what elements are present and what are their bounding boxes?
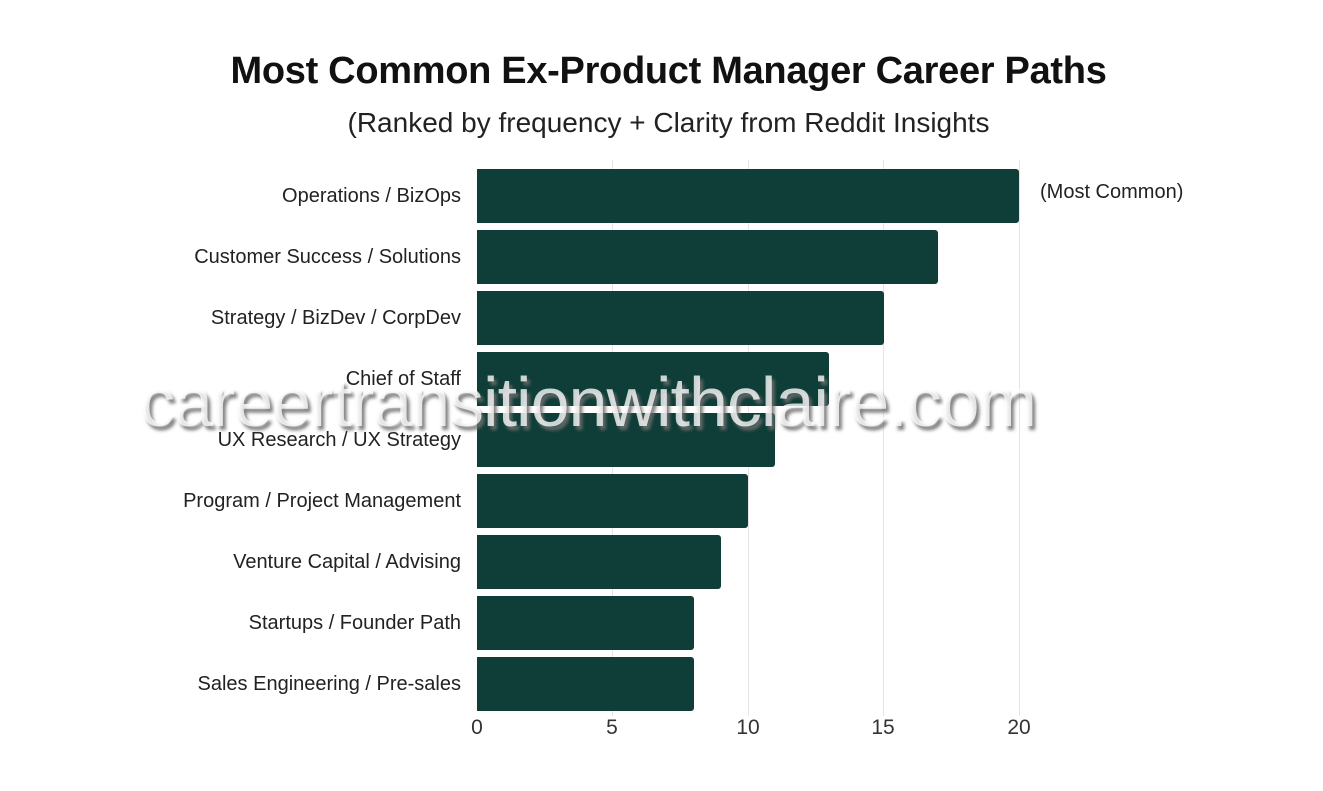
bar bbox=[477, 657, 694, 711]
y-category-label: Customer Success / Solutions bbox=[194, 246, 461, 268]
bar bbox=[477, 230, 938, 284]
x-tick: 5 bbox=[606, 716, 618, 739]
chart-subtitle: (Ranked by frequency + Clarity from Redd… bbox=[347, 107, 990, 138]
bar bbox=[477, 474, 748, 528]
x-tick: 15 bbox=[871, 716, 895, 739]
y-category-label: UX Research / UX Strategy bbox=[217, 429, 461, 451]
bar bbox=[477, 596, 694, 650]
y-category-label: Venture Capital / Advising bbox=[233, 551, 461, 573]
bar bbox=[477, 169, 1019, 223]
y-category-label: Sales Engineering / Pre-sales bbox=[197, 673, 461, 695]
x-tick: 0 bbox=[471, 716, 483, 739]
gridline-15 bbox=[883, 160, 884, 716]
x-tick: 10 bbox=[736, 716, 760, 739]
plot-area bbox=[477, 160, 1037, 716]
y-category-label: Program / Project Management bbox=[183, 490, 461, 512]
x-tick: 20 bbox=[1007, 716, 1031, 739]
chart-title: Most Common Ex-Product Manager Career Pa… bbox=[230, 50, 1107, 92]
bar bbox=[477, 535, 721, 589]
most-common-annotation: (Most Common) bbox=[1040, 181, 1184, 203]
bar bbox=[477, 352, 830, 406]
y-category-label: Startups / Founder Path bbox=[248, 612, 461, 634]
y-category-label: Chief of Staff bbox=[345, 368, 461, 390]
bar bbox=[477, 291, 884, 345]
bar bbox=[477, 413, 776, 467]
y-category-label: Strategy / BizDev / CorpDev bbox=[210, 307, 461, 329]
gridline-20 bbox=[1019, 160, 1020, 716]
y-category-label: Operations / BizOps bbox=[282, 185, 461, 207]
